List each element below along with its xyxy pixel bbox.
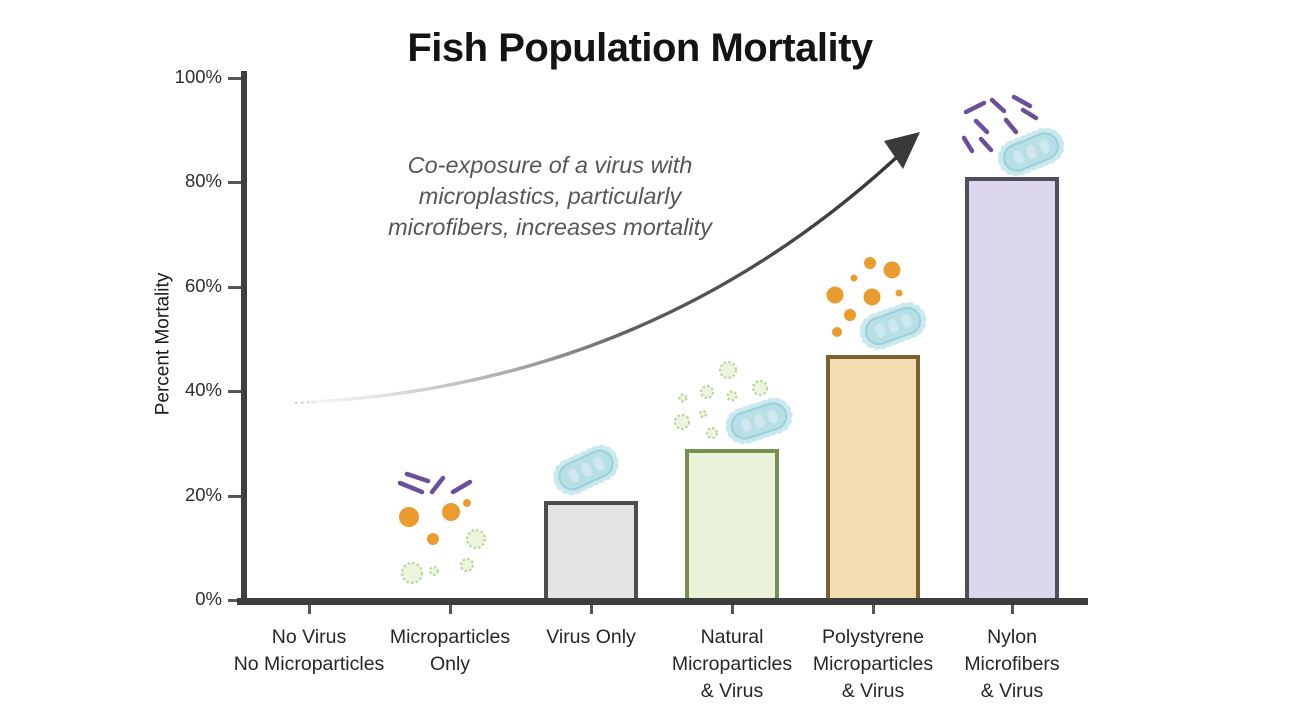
purple-microfiber-icon bbox=[978, 136, 994, 153]
x-axis-line bbox=[237, 598, 1088, 605]
green-microparticle-icon bbox=[459, 557, 475, 573]
orange-microparticle-icon bbox=[844, 309, 856, 321]
purple-microfiber-icon bbox=[1011, 94, 1033, 109]
y-tick-label: 40% bbox=[184, 379, 222, 401]
y-tick bbox=[228, 390, 241, 394]
x-axis-category-label: Microparticles Only bbox=[389, 626, 511, 675]
green-microparticle-icon bbox=[428, 565, 440, 577]
green-microparticle-icon bbox=[465, 528, 487, 550]
x-axis-category-label: Natural Microparticles & Virus bbox=[671, 626, 793, 702]
x-tick bbox=[730, 605, 734, 614]
y-tick-label: 60% bbox=[184, 274, 222, 296]
purple-microfiber-icon bbox=[404, 471, 431, 484]
green-microparticle-icon bbox=[678, 393, 688, 403]
bar-6 bbox=[965, 177, 1059, 602]
orange-microparticle-icon bbox=[427, 533, 439, 545]
orange-microparticle-icon bbox=[832, 327, 842, 337]
orange-microparticle-icon bbox=[864, 257, 876, 269]
green-microparticle-icon bbox=[698, 409, 708, 419]
purple-microfiber-icon bbox=[397, 480, 425, 495]
y-tick bbox=[228, 77, 241, 80]
purple-microfiber-icon bbox=[429, 475, 446, 495]
green-microparticle-icon bbox=[751, 379, 769, 397]
y-tick bbox=[228, 181, 241, 185]
orange-microparticle-icon bbox=[442, 503, 460, 521]
green-microparticle-icon bbox=[726, 390, 738, 402]
x-axis-category-label: Nylon Microfibers & Virus bbox=[964, 626, 1060, 702]
trend-arrow-start-dashes bbox=[294, 401, 315, 404]
virus-icon bbox=[997, 127, 1065, 177]
x-tick bbox=[589, 605, 593, 614]
green-microparticle-icon bbox=[718, 360, 738, 380]
orange-microparticle-icon bbox=[399, 507, 419, 527]
x-axis-category-label: Virus Only bbox=[546, 626, 636, 648]
virus-icon bbox=[552, 444, 620, 496]
orange-microparticle-icon bbox=[895, 289, 903, 297]
chart-title: Fish Population Mortality bbox=[407, 26, 873, 70]
x-axis-category-label: Polystyrene Microparticles & Virus bbox=[812, 626, 934, 702]
purple-microfiber-icon bbox=[989, 97, 1007, 114]
orange-microparticle-icon bbox=[850, 274, 858, 282]
purple-microfiber-icon bbox=[973, 118, 990, 135]
orange-microparticle-icon bbox=[826, 286, 844, 304]
trend-arrowhead bbox=[884, 132, 920, 169]
y-axis-line bbox=[241, 71, 247, 605]
y-tick-label: 80% bbox=[184, 170, 222, 192]
y-tick bbox=[228, 599, 241, 602]
green-microparticle-icon bbox=[705, 426, 719, 440]
y-tick bbox=[228, 494, 241, 498]
x-tick bbox=[307, 605, 311, 614]
y-tick-label: 0% bbox=[195, 588, 222, 609]
x-tick bbox=[448, 605, 452, 614]
x-tick bbox=[871, 605, 875, 614]
orange-microparticle-icon bbox=[883, 261, 901, 279]
green-microparticle-icon bbox=[699, 384, 715, 400]
y-tick-label: 20% bbox=[184, 483, 222, 505]
orange-microparticle-icon bbox=[463, 499, 471, 507]
purple-microfiber-icon bbox=[1020, 107, 1039, 121]
green-microparticle-icon bbox=[400, 561, 424, 585]
virus-icon bbox=[859, 302, 927, 350]
green-microparticle-icon bbox=[673, 413, 691, 431]
bar-4 bbox=[685, 448, 779, 602]
orange-microparticle-icon bbox=[863, 288, 881, 306]
y-tick-label: 100% bbox=[174, 66, 222, 87]
bar-3 bbox=[544, 500, 638, 602]
x-axis-category-label: No Virus No Microparticles bbox=[233, 626, 385, 675]
bar-5 bbox=[826, 354, 920, 602]
purple-microfiber-icon bbox=[963, 100, 987, 115]
virus-icon bbox=[725, 397, 793, 445]
purple-microfiber-icon bbox=[450, 479, 473, 495]
y-tick bbox=[228, 285, 241, 289]
purple-microfiber-icon bbox=[1003, 117, 1019, 135]
annotation-text: Co-exposure of a virus with microplastic… bbox=[388, 152, 712, 240]
purple-microfiber-icon bbox=[961, 135, 975, 154]
x-tick bbox=[1010, 605, 1014, 614]
